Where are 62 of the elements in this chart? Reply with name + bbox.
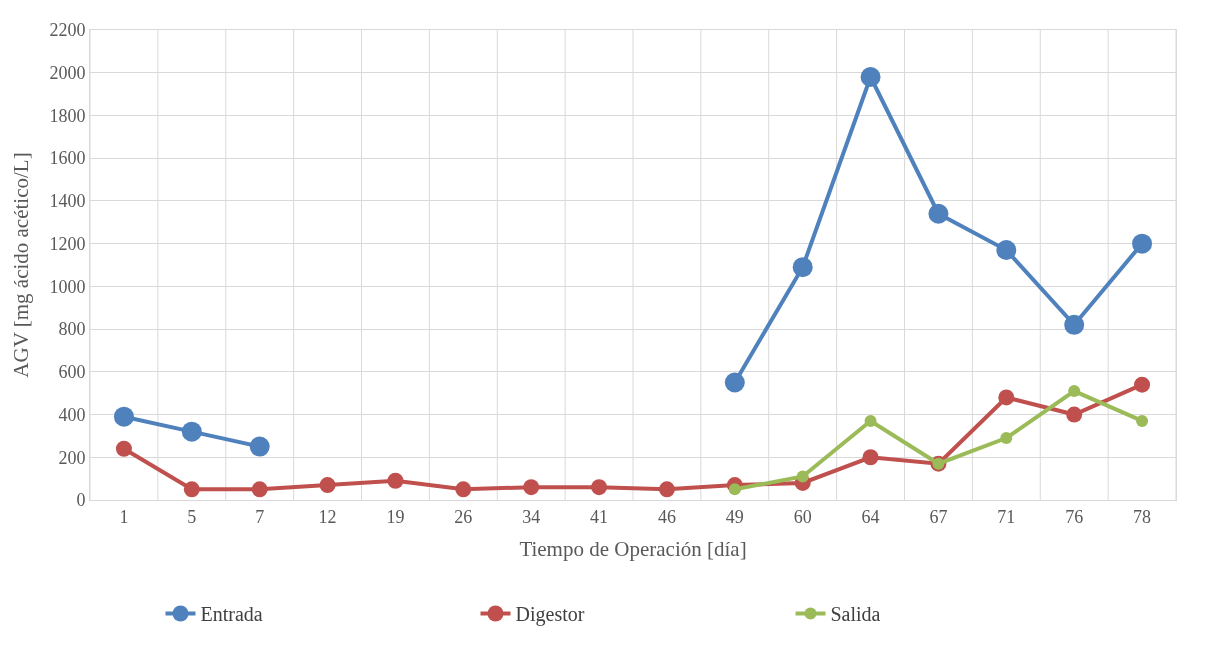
- point: [183, 481, 200, 498]
- x-tick-label: 60: [793, 506, 812, 527]
- legend-label: Entrada: [200, 603, 263, 626]
- x-tick-label: 12: [318, 506, 337, 527]
- point: [387, 472, 404, 489]
- legend-label: Salida: [830, 603, 881, 626]
- x-tick-label: 1: [119, 506, 129, 527]
- point: [796, 470, 809, 483]
- point: [113, 406, 134, 427]
- x-tick-label: 34: [522, 506, 541, 527]
- point: [1066, 406, 1083, 423]
- y-tick-label: 2000: [49, 63, 86, 84]
- point: [724, 372, 745, 393]
- x-tick-label: 71: [997, 506, 1016, 527]
- point: [1000, 432, 1013, 445]
- point: [249, 436, 270, 457]
- x-tick-label: 26: [454, 506, 473, 527]
- y-tick-label: 1800: [49, 105, 86, 126]
- x-tick-label: 5: [187, 506, 197, 527]
- x-tick-label: 67: [929, 506, 948, 527]
- y-tick-label: 1600: [49, 148, 86, 169]
- x-tick-label: 41: [590, 506, 609, 527]
- point: [1134, 376, 1151, 393]
- legend-label: Digestor: [515, 603, 585, 627]
- point: [728, 483, 741, 496]
- y-axis-title: AGV [mg ácido acético/L]: [8, 152, 33, 378]
- x-tick-label: 46: [657, 506, 676, 527]
- point: [181, 421, 202, 442]
- point: [319, 477, 336, 494]
- y-tick-label: 1400: [49, 191, 86, 212]
- point: [996, 240, 1017, 261]
- point: [591, 479, 608, 496]
- x-tick-label: 76: [1065, 506, 1084, 527]
- y-tick-label: 600: [58, 362, 86, 383]
- point: [1064, 314, 1085, 335]
- point: [860, 67, 881, 87]
- y-tick-label: 1000: [49, 276, 86, 297]
- y-tick-label: 200: [58, 447, 86, 468]
- x-tick-label: 49: [725, 506, 744, 527]
- x-tick-label: 64: [861, 506, 880, 527]
- x-tick-label: 19: [386, 506, 405, 527]
- y-tick-label: 0: [76, 490, 86, 511]
- x-tick-label: 7: [255, 506, 265, 527]
- x-axis-title: Tiempo de Operación [día]: [519, 536, 747, 561]
- point: [862, 449, 879, 466]
- y-tick-label: 1200: [49, 233, 86, 254]
- point: [998, 389, 1015, 406]
- point: [115, 440, 132, 457]
- point: [1132, 233, 1153, 254]
- y-tick-label: 800: [58, 319, 86, 340]
- point: [864, 414, 877, 427]
- point: [523, 479, 540, 496]
- point: [658, 481, 675, 498]
- point: [251, 481, 268, 498]
- point: [1068, 385, 1081, 398]
- point: [792, 257, 813, 278]
- point: [455, 481, 472, 498]
- y-tick-label: 2200: [49, 20, 86, 41]
- point: [1136, 414, 1149, 427]
- point: [928, 203, 949, 224]
- y-tick-label: 400: [58, 404, 86, 425]
- x-tick-label: 78: [1133, 506, 1152, 527]
